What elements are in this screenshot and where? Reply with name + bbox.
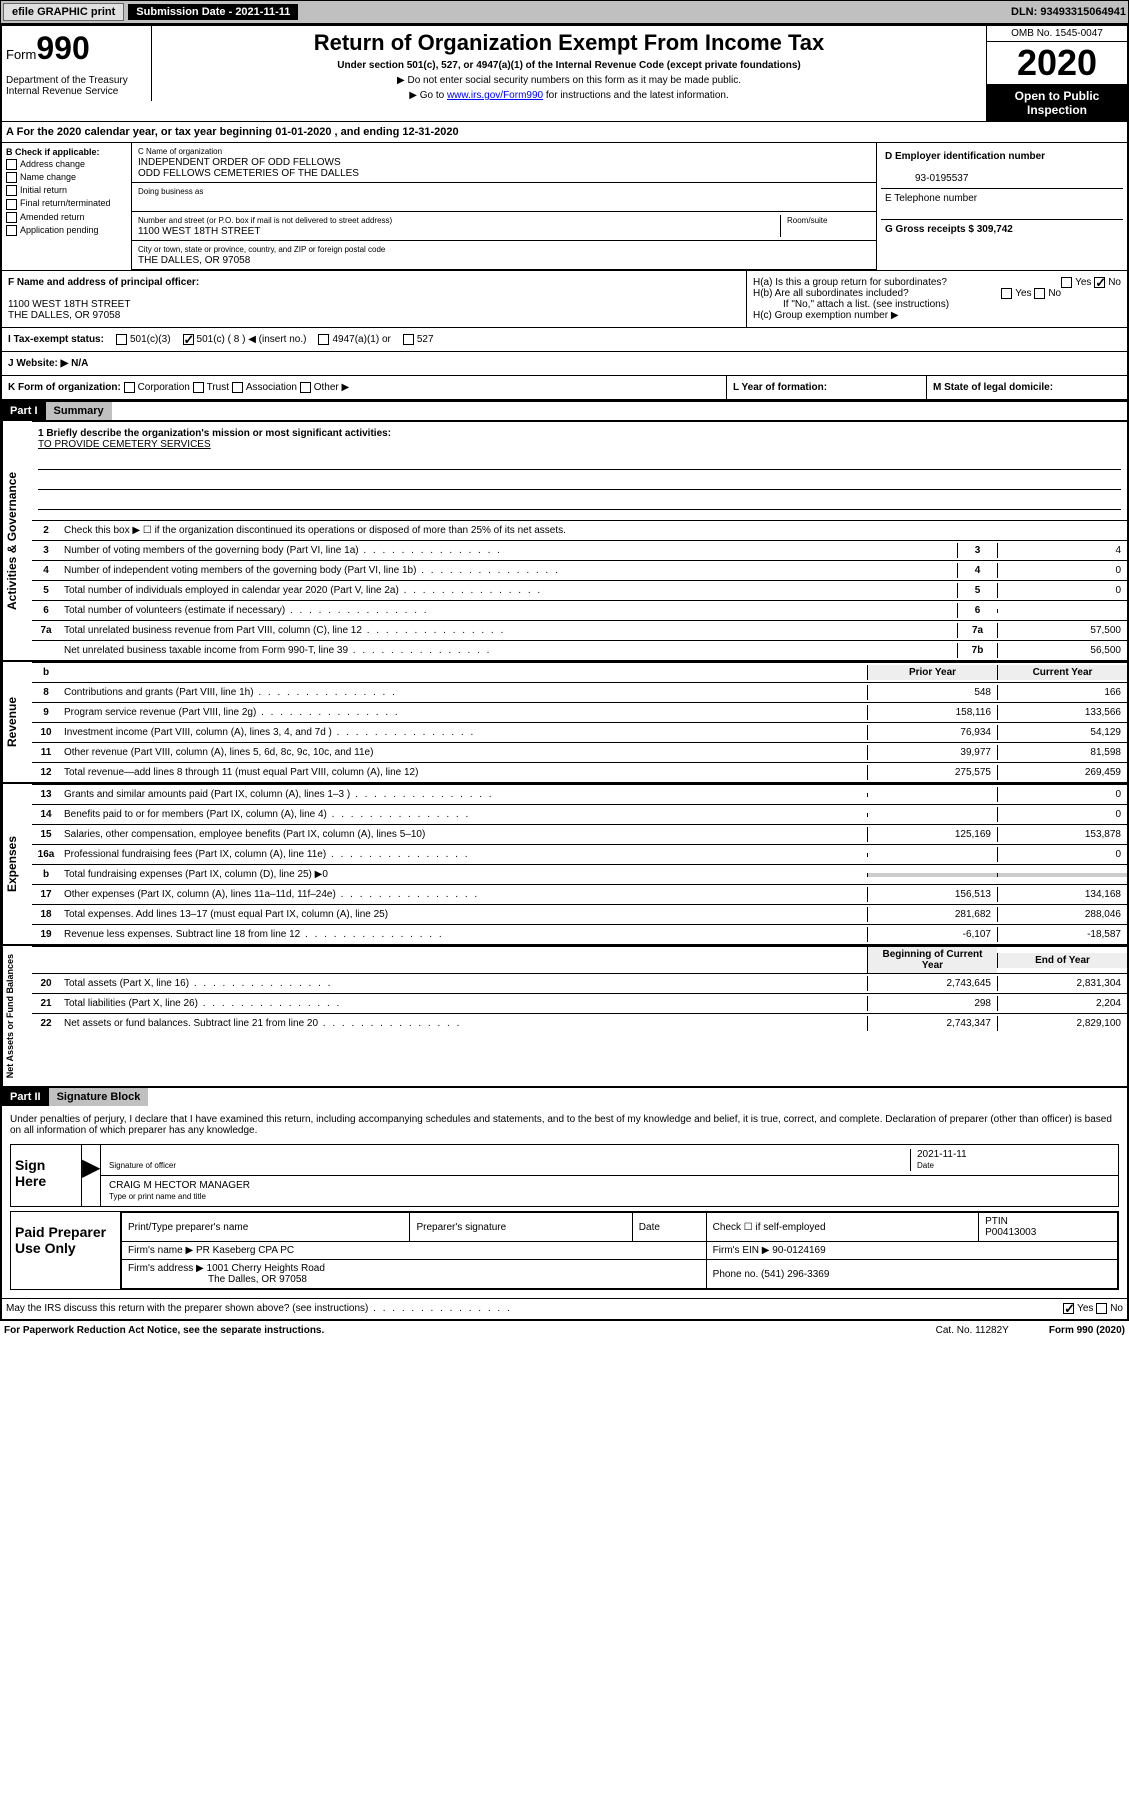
line-18: 18Total expenses. Add lines 13–17 (must … [32,904,1127,924]
mission-block: 1 Briefly describe the organization's mi… [32,421,1127,520]
col-headers-2: Beginning of Current YearEnd of Year [32,946,1127,973]
paid-preparer-block: Paid Preparer Use Only Print/Type prepar… [10,1211,1119,1290]
revenue-label: Revenue [2,662,32,782]
instructions-link-row: ▶ Go to www.irs.gov/Form990 for instruct… [160,90,978,101]
dept-treasury: Department of the Treasury Internal Reve… [2,71,152,101]
line-5: 5Total number of individuals employed in… [32,580,1127,600]
perjury-statement: Under penalties of perjury, I declare th… [10,1114,1119,1136]
section-h: H(a) Is this a group return for subordin… [747,271,1127,327]
omb-number: OMB No. 1545-0047 [987,26,1127,42]
line-7a: 7aTotal unrelated business revenue from … [32,620,1127,640]
efile-print-button[interactable]: efile GRAPHIC print [3,3,124,21]
sign-arrow-icon: ▶ [81,1145,101,1206]
form-subtitle: Under section 501(c), 527, or 4947(a)(1)… [160,60,978,71]
tax-year-line: A For the 2020 calendar year, or tax yea… [2,122,1127,143]
top-bar: efile GRAPHIC print Submission Date - 20… [0,0,1129,24]
part-1-header: Part ISummary [2,400,1127,420]
tax-exempt-status: I Tax-exempt status: 501(c)(3) 501(c) ( … [2,327,1127,351]
activities-governance-label: Activities & Governance [2,421,32,660]
form-of-org-row: K Form of organization: Corporation Trus… [2,376,1127,400]
sign-here-block: Sign Here ▶ Signature of officer2021-11-… [10,1144,1119,1207]
line-14: 14Benefits paid to or for members (Part … [32,804,1127,824]
line-3: 3Number of voting members of the governi… [32,540,1127,560]
line-15: 15Salaries, other compensation, employee… [32,824,1127,844]
col-headers-1: bPrior YearCurrent Year [32,662,1127,682]
section-b-checkboxes: B Check if applicable: Address change Na… [2,143,132,270]
footer: For Paperwork Reduction Act Notice, see … [0,1321,1129,1340]
line-22: 22Net assets or fund balances. Subtract … [32,1013,1127,1033]
section-d-ein: D Employer identification number93-01955… [877,143,1127,270]
website-row: J Website: ▶ N/A [2,351,1127,376]
line-21: 21Total liabilities (Part X, line 26)298… [32,993,1127,1013]
line-2: 2Check this box ▶ ☐ if the organization … [32,520,1127,540]
form-title: Return of Organization Exempt From Incom… [160,30,978,56]
line-4: 4Number of independent voting members of… [32,560,1127,580]
line-6: 6Total number of volunteers (estimate if… [32,600,1127,620]
line-16a: 16aProfessional fundraising fees (Part I… [32,844,1127,864]
line-13: 13Grants and similar amounts paid (Part … [32,784,1127,804]
line-10: 10Investment income (Part VIII, column (… [32,722,1127,742]
section-c-org-info: C Name of organizationINDEPENDENT ORDER … [132,143,877,270]
submission-date: Submission Date - 2021-11-11 [128,4,298,20]
open-to-public: Open to Public Inspection [987,85,1127,121]
line-9: 9Program service revenue (Part VIII, lin… [32,702,1127,722]
expenses-label: Expenses [2,784,32,944]
line-8: 8Contributions and grants (Part VIII, li… [32,682,1127,702]
part-2-header: Part IISignature Block [2,1086,1127,1106]
form-990: Form990 Department of the Treasury Inter… [0,24,1129,1321]
principal-officer: F Name and address of principal officer:… [2,271,747,327]
instructions-link[interactable]: www.irs.gov/Form990 [447,90,543,101]
line-11: 11Other revenue (Part VIII, column (A), … [32,742,1127,762]
line-17: 17Other expenses (Part IX, column (A), l… [32,884,1127,904]
line-7b: Net unrelated business taxable income fr… [32,640,1127,660]
form-number: Form990 [6,30,147,67]
irs-discuss-row: May the IRS discuss this return with the… [2,1298,1127,1318]
line-16b: bTotal fundraising expenses (Part IX, co… [32,864,1127,884]
ssn-note: ▶ Do not enter social security numbers o… [160,75,978,86]
line-19: 19Revenue less expenses. Subtract line 1… [32,924,1127,944]
net-assets-label: Net Assets or Fund Balances [2,946,32,1086]
dln: DLN: 93493315064941 [1011,6,1126,18]
line-20: 20Total assets (Part X, line 16)2,743,64… [32,973,1127,993]
line-12: 12Total revenue—add lines 8 through 11 (… [32,762,1127,782]
tax-year: 2020 [987,42,1127,85]
